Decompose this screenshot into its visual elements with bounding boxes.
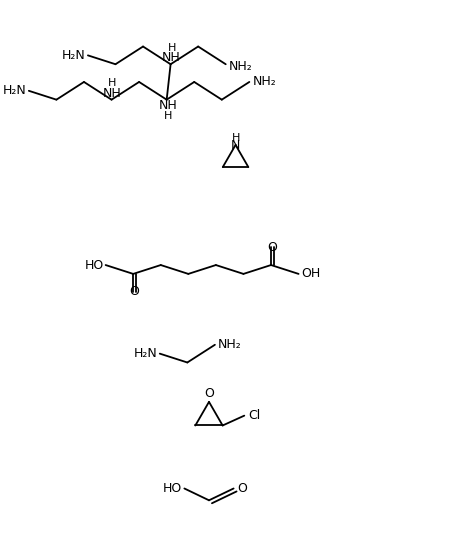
Text: HO: HO: [163, 482, 182, 495]
Text: O: O: [129, 285, 139, 297]
Text: OH: OH: [301, 268, 320, 280]
Text: NH₂: NH₂: [228, 60, 252, 73]
Text: O: O: [204, 387, 213, 400]
Text: O: O: [267, 241, 276, 255]
Text: N: N: [230, 139, 240, 152]
Text: H: H: [108, 78, 117, 88]
Text: Cl: Cl: [248, 409, 260, 422]
Text: H₂N: H₂N: [134, 347, 157, 360]
Text: HO: HO: [84, 258, 103, 272]
Text: H: H: [163, 111, 172, 121]
Text: NH: NH: [162, 51, 180, 64]
Text: NH: NH: [158, 100, 177, 112]
Text: O: O: [237, 482, 247, 495]
Text: H: H: [167, 43, 175, 52]
Text: NH₂: NH₂: [252, 75, 275, 88]
Text: H₂N: H₂N: [62, 49, 86, 62]
Text: H₂N: H₂N: [3, 85, 27, 97]
Text: H: H: [231, 133, 239, 143]
Text: NH: NH: [103, 87, 122, 100]
Text: NH₂: NH₂: [218, 338, 241, 351]
